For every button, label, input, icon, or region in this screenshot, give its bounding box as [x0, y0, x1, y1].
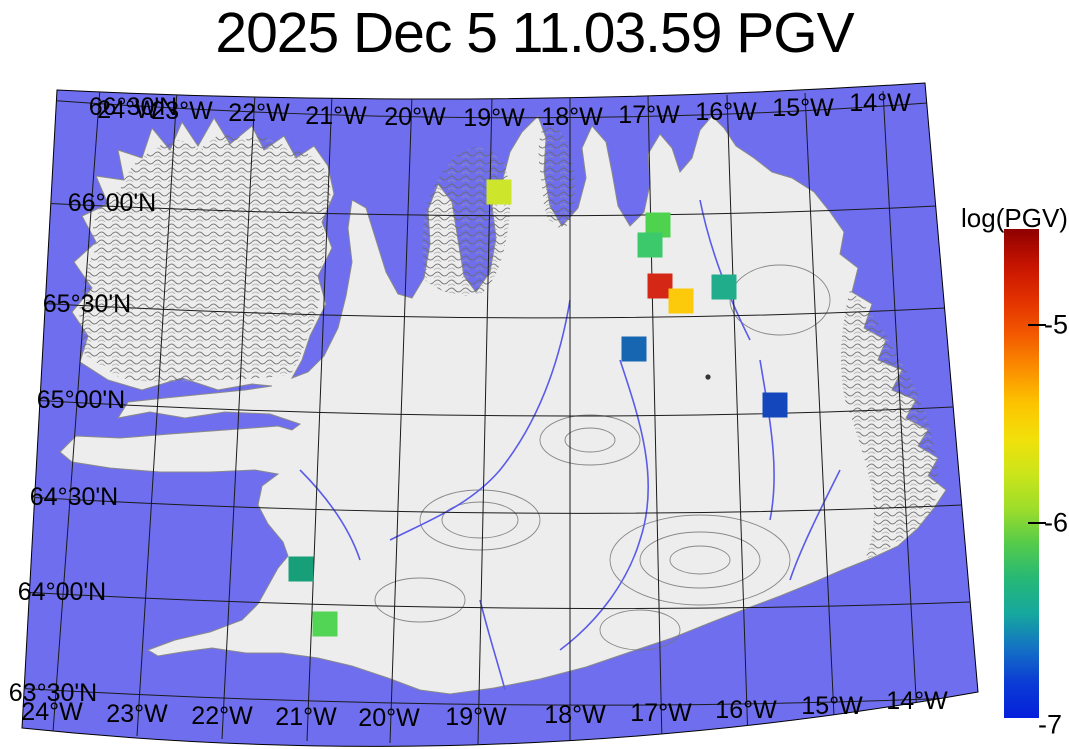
- graticule-labels: 24°W24°W23°W23°W22°W22°W21°W21°W20°W20°W…: [9, 89, 948, 732]
- meridian-line: [882, 90, 919, 735]
- colorbar: [1004, 229, 1039, 718]
- parallel-line: [29, 399, 954, 417]
- graticule-label: 17°W: [618, 101, 680, 129]
- terrain-contours: [79, 120, 939, 651]
- pgv-marker[interactable]: [647, 273, 673, 299]
- graticule-label: 24°W: [97, 96, 159, 124]
- graticule-label: 16°W: [715, 696, 777, 724]
- graticule-label: 19°W: [445, 703, 507, 731]
- graticule-label: 21°W: [275, 703, 337, 731]
- graticule-label: 15°W: [801, 692, 863, 720]
- parallel-line: [22, 591, 971, 610]
- pgv-marker[interactable]: [288, 556, 314, 582]
- pgv-marker[interactable]: [668, 288, 694, 314]
- graticule-label: 16°W: [695, 98, 757, 126]
- parallel-line: [34, 302, 946, 319]
- graticule-label: 66°30'N: [89, 93, 177, 121]
- pgv-markers: [288, 179, 788, 637]
- meridian-line: [221, 92, 256, 740]
- graticule-label: 17°W: [630, 699, 692, 727]
- graticule-label: 20°W: [384, 103, 446, 131]
- rivers: [299, 199, 841, 691]
- parallel-line: [22, 687, 978, 706]
- parallel-line: [45, 99, 928, 119]
- colorbar-tick: [1028, 324, 1046, 326]
- graticule-label: 18°W: [544, 701, 606, 729]
- colorbar-title: log(PGV): [961, 203, 1068, 233]
- graticule-label: 66°00'N: [68, 189, 156, 217]
- graticule: [22, 87, 978, 745]
- graticule-label: 18°W: [541, 103, 603, 131]
- crater-dot: [705, 374, 711, 380]
- meridian-line: [647, 95, 663, 744]
- graticule-label: 23°W: [106, 700, 168, 728]
- graticule-label: 23°W: [151, 97, 213, 125]
- colorbar-tick: [1028, 522, 1046, 524]
- meridian-line: [306, 93, 333, 742]
- meridian-line: [52, 87, 101, 733]
- colorbar-tick-label: -6: [1044, 507, 1069, 538]
- pgv-marker[interactable]: [312, 611, 338, 637]
- parallel-line: [24, 496, 963, 514]
- graticule-label: 64°00'N: [18, 578, 106, 606]
- meridian-line: [136, 90, 178, 737]
- meridian-line: [389, 94, 413, 744]
- graticule-label: 65°30'N: [43, 290, 131, 318]
- pgv-marker[interactable]: [637, 232, 663, 258]
- graticule-label: 20°W: [358, 704, 420, 732]
- graticule-label: 24°W: [21, 698, 83, 726]
- graticule-label: 14°W: [849, 89, 911, 117]
- graticule-label: 63°30'N: [9, 679, 97, 707]
- graticule-label: 65°00'N: [37, 386, 125, 414]
- map-canvas: 24°W24°W23°W23°W22°W22°W21°W21°W20°W20°W…: [9, 82, 979, 747]
- graticule-label: 19°W: [463, 104, 525, 132]
- page-title: 2025 Dec 5 11.03.59 PGV: [215, 1, 854, 65]
- colorbar-tick-label: -5: [1044, 309, 1069, 340]
- colorbar-tick-label: -7: [1038, 709, 1063, 740]
- pgv-marker[interactable]: [486, 179, 512, 205]
- graticule-label: 21°W: [305, 102, 367, 130]
- pgv-marker[interactable]: [762, 392, 788, 418]
- pgv-marker[interactable]: [711, 274, 737, 300]
- meridian-line: [804, 92, 836, 739]
- parallel-line: [40, 202, 937, 217]
- graticule-label: 64°30'N: [30, 483, 118, 511]
- meridian-line: [726, 94, 749, 742]
- graticule-label: 14°W: [886, 687, 948, 715]
- pgv-marker[interactable]: [621, 336, 647, 362]
- graticule-label: 15°W: [772, 94, 834, 122]
- graticule-label: 22°W: [191, 702, 253, 730]
- graticule-label: 22°W: [228, 99, 290, 127]
